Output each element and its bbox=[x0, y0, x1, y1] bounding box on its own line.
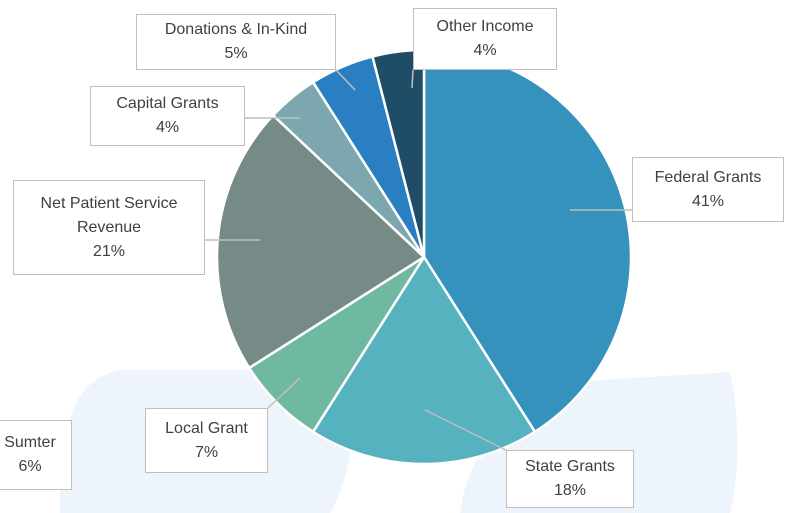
leader-line bbox=[335, 69, 356, 91]
label-name: State Grants bbox=[525, 458, 615, 475]
data-callout: Local Grant 7% bbox=[145, 408, 268, 473]
label-name: Local Grant bbox=[165, 419, 248, 437]
data-callout: Capital Grants 4% bbox=[90, 86, 245, 146]
label-value: 21% bbox=[92, 242, 126, 260]
label-value: 7% bbox=[194, 443, 219, 461]
data-callout: Donations & In-Kind 5% bbox=[136, 14, 336, 70]
pie-slice bbox=[215, 113, 427, 370]
label-value: 6% bbox=[18, 458, 42, 475]
leader-line bbox=[411, 69, 414, 89]
label-name: Other Income bbox=[436, 18, 534, 35]
label-name: Federal Grants bbox=[654, 168, 762, 186]
label-name: Sumter bbox=[4, 434, 56, 451]
leader-line bbox=[267, 377, 301, 409]
data-callout: State Grants 18% bbox=[506, 450, 634, 508]
leader-line bbox=[424, 409, 507, 451]
label-value: 41% bbox=[691, 192, 725, 210]
label-value: 4% bbox=[473, 42, 497, 59]
label-value: 18% bbox=[553, 482, 587, 499]
label-name: Donations & In-Kind bbox=[164, 21, 308, 38]
data-callout: Other Income 4% bbox=[413, 8, 557, 70]
data-callout: Federal Grants 41% bbox=[632, 157, 784, 222]
data-callout: Net Patient Service Revenue 21% bbox=[13, 180, 205, 275]
label-value: 5% bbox=[224, 45, 248, 62]
clipped-label: Sumter 6% bbox=[0, 420, 72, 490]
label-name: Net Patient Service Revenue bbox=[40, 194, 178, 236]
label-value: 4% bbox=[155, 119, 180, 136]
pie-slice bbox=[311, 254, 537, 466]
label-name: Capital Grants bbox=[116, 95, 219, 112]
